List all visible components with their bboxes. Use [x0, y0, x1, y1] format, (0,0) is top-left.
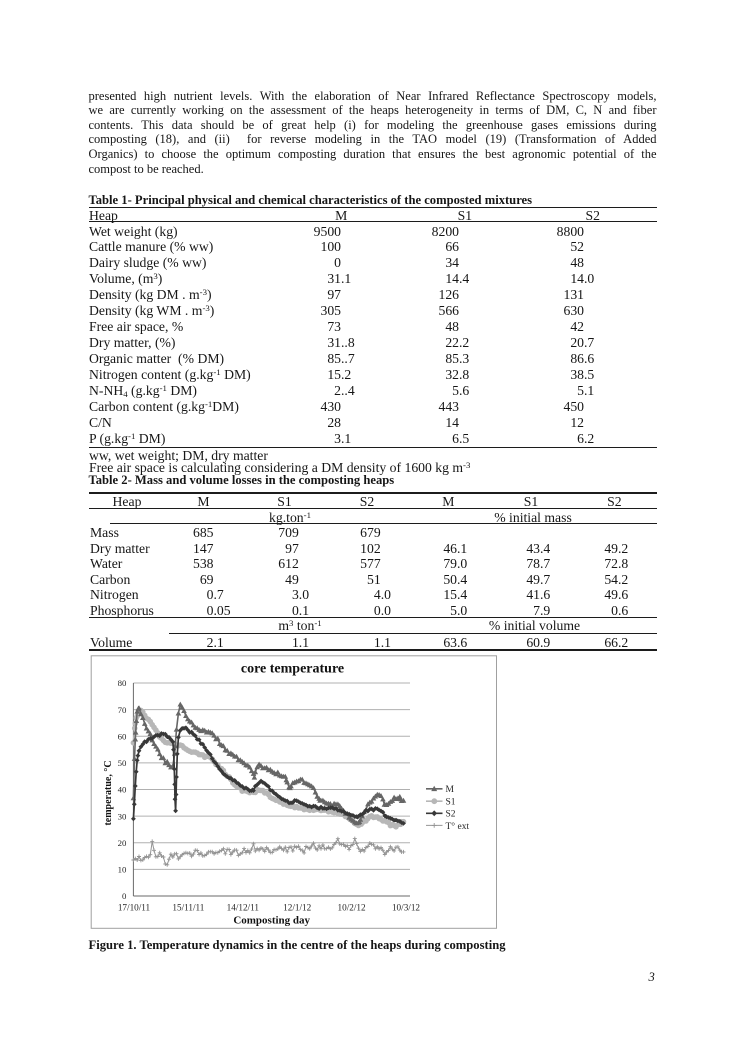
svg-text:20: 20	[118, 838, 127, 848]
svg-text:M: M	[446, 785, 455, 795]
svg-text:50: 50	[118, 758, 127, 768]
svg-text:30: 30	[118, 811, 127, 821]
svg-text:core temperature: core temperature	[241, 662, 344, 677]
svg-text:70: 70	[118, 705, 127, 715]
svg-text:10: 10	[118, 865, 127, 875]
svg-text:S1: S1	[446, 798, 456, 808]
svg-text:10/3/12: 10/3/12	[392, 903, 420, 913]
svg-text:14/12/11: 14/12/11	[227, 903, 260, 913]
svg-text:S2: S2	[446, 810, 456, 820]
svg-text:12/1/12: 12/1/12	[283, 903, 311, 913]
svg-text:17/10/11: 17/10/11	[118, 903, 151, 913]
svg-text:80: 80	[118, 678, 127, 688]
svg-text:10/2/12: 10/2/12	[338, 903, 366, 913]
svg-text:Composting day: Composting day	[233, 915, 310, 927]
svg-text:60: 60	[118, 731, 127, 741]
svg-text:T° ext: T° ext	[446, 821, 470, 832]
svg-text:15/11/11: 15/11/11	[172, 903, 204, 913]
svg-text:temperatue, °C: temperatue, °C	[103, 760, 114, 825]
svg-text:40: 40	[118, 785, 127, 795]
svg-text:0: 0	[122, 891, 127, 901]
